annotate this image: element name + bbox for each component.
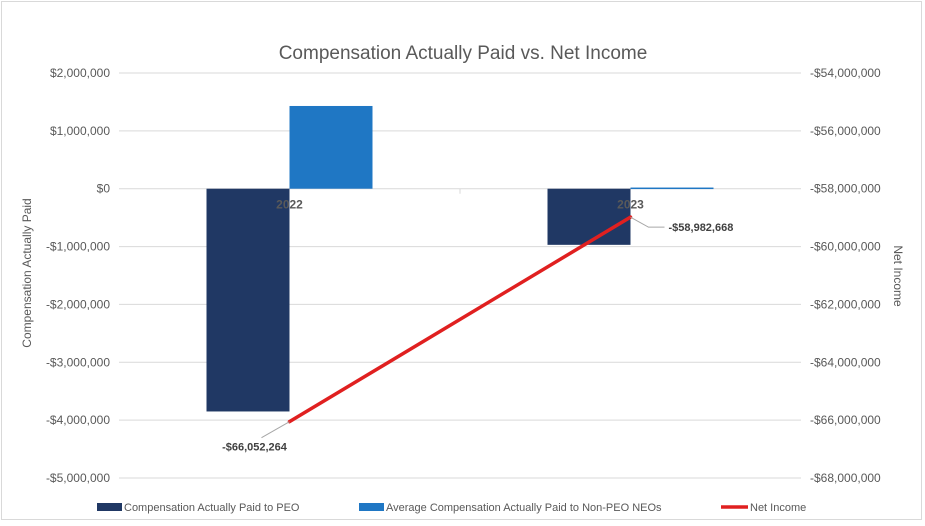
- leader-line: [630, 216, 665, 228]
- leader-line: [261, 421, 290, 439]
- y2-tick-label: -$54,000,000: [810, 66, 881, 80]
- y2-tick-label: -$58,000,000: [810, 182, 881, 196]
- y2-tick-label: -$68,000,000: [810, 471, 881, 485]
- legend: Compensation Actually Paid to PEO Average…: [97, 502, 806, 514]
- y-tick-label: -$5,000,000: [46, 471, 110, 485]
- y-tick-label: $1,000,000: [50, 124, 110, 138]
- category-label: 2022: [276, 198, 303, 212]
- y2-axis-label: Net Income: [891, 245, 905, 307]
- y2-tick-labels: -$54,000,000 -$56,000,000 -$58,000,000 -$60…: [810, 66, 881, 485]
- net-income-line: [287, 215, 633, 424]
- bar-non-peo-2022: [289, 105, 373, 189]
- y2-tick-label: -$64,000,000: [810, 355, 881, 369]
- category-labels: 2022 2023: [276, 198, 644, 212]
- y-tick-label: -$4,000,000: [46, 413, 110, 427]
- bar-peo-2022: [206, 188, 290, 412]
- y-tick-label: -$2,000,000: [46, 297, 110, 311]
- y2-tick-label: -$66,000,000: [810, 413, 881, 427]
- bars: [206, 105, 714, 412]
- y2-tick-label: -$56,000,000: [810, 124, 881, 138]
- legend-swatch-0: [97, 503, 122, 511]
- data-labels: -$66,052,264 -$58,982,668: [222, 216, 734, 454]
- bar-peo-2023: [547, 188, 631, 245]
- legend-label-1: Average Compensation Actually Paid to No…: [386, 502, 662, 514]
- category-label: 2023: [617, 198, 644, 212]
- y-tick-label: $0: [97, 182, 111, 196]
- legend-label-2: Net Income: [750, 502, 806, 514]
- chart-title: Compensation Actually Paid vs. Net Incom…: [279, 43, 648, 64]
- legend-label-0: Compensation Actually Paid to PEO: [124, 502, 300, 514]
- y-axis-label: Compensation Actually Paid: [20, 198, 34, 347]
- y-tick-label: $2,000,000: [50, 66, 110, 80]
- y2-tick-label: -$60,000,000: [810, 240, 881, 254]
- legend-swatch-1: [359, 503, 384, 511]
- y-tick-labels: $2,000,000 $1,000,000 $0 -$1,000,000 -$2,000…: [46, 66, 110, 485]
- y-tick-label: -$3,000,000: [46, 355, 110, 369]
- data-label-2023: -$58,982,668: [669, 222, 734, 234]
- y-tick-label: -$1,000,000: [46, 240, 110, 254]
- y2-tick-label: -$62,000,000: [810, 297, 881, 311]
- data-label-2022: -$66,052,264: [222, 442, 288, 454]
- bar-non-peo-2023: [630, 187, 714, 190]
